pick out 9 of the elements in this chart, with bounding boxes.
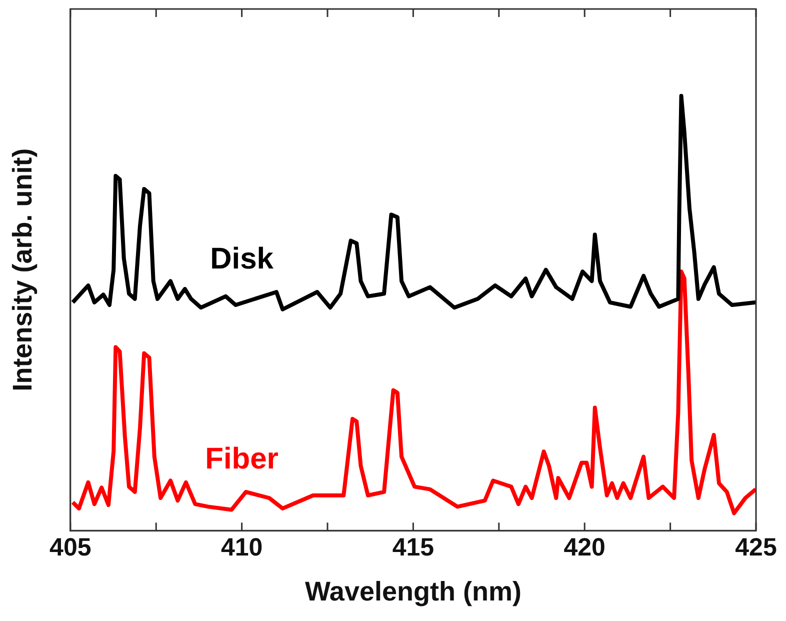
y-axis-title: Intensity (arb. unit) — [8, 148, 38, 392]
x-axis-title: Wavelength (nm) — [304, 576, 522, 606]
series-label: Fiber — [205, 442, 279, 476]
x-tick-label: 405 — [50, 533, 92, 562]
series-label: Disk — [210, 242, 274, 276]
x-tick-label: 420 — [564, 533, 606, 562]
x-tick-label: 425 — [735, 533, 777, 562]
x-tick-label: 410 — [220, 533, 263, 562]
x-tick-label: 415 — [392, 533, 434, 562]
